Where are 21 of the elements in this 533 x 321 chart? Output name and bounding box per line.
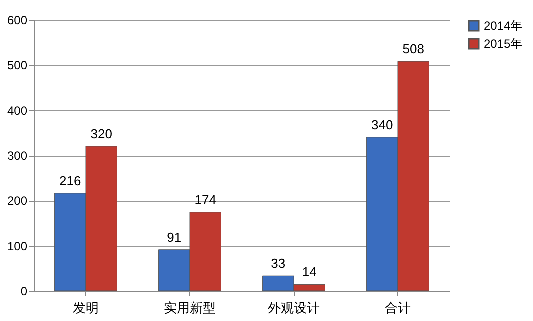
x-tick-label: 发明	[73, 300, 99, 316]
y-tick-label: 500	[7, 58, 28, 73]
data-label: 320	[90, 126, 112, 142]
y-tick-label: 100	[7, 239, 28, 254]
data-label: 91	[167, 230, 182, 245]
data-label: 508	[402, 42, 424, 57]
y-tick-label: 400	[7, 104, 28, 118]
x-tick-label: 实用新型	[164, 300, 216, 316]
data-label: 174	[194, 192, 216, 208]
x-tick-label: 合计	[385, 300, 411, 316]
legend-label: 2014年	[484, 19, 523, 33]
data-label: 14	[302, 264, 317, 280]
legend-label: 2015年	[484, 37, 523, 51]
data-label: 340	[372, 117, 394, 132]
y-tick-label: 0	[20, 284, 28, 298]
y-tick-label: 600	[7, 14, 28, 28]
y-tick-label: 300	[7, 149, 28, 163]
y-tick-label: 200	[7, 194, 28, 208]
data-label: 33	[271, 256, 286, 272]
x-tick-label: 外观设计	[268, 300, 320, 316]
data-label: 216	[60, 173, 82, 188]
